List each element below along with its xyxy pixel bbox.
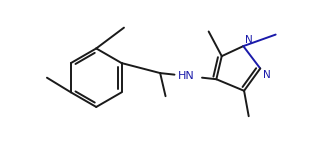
Text: N: N xyxy=(245,35,252,45)
Text: HN: HN xyxy=(178,71,195,81)
Text: N: N xyxy=(262,70,270,80)
